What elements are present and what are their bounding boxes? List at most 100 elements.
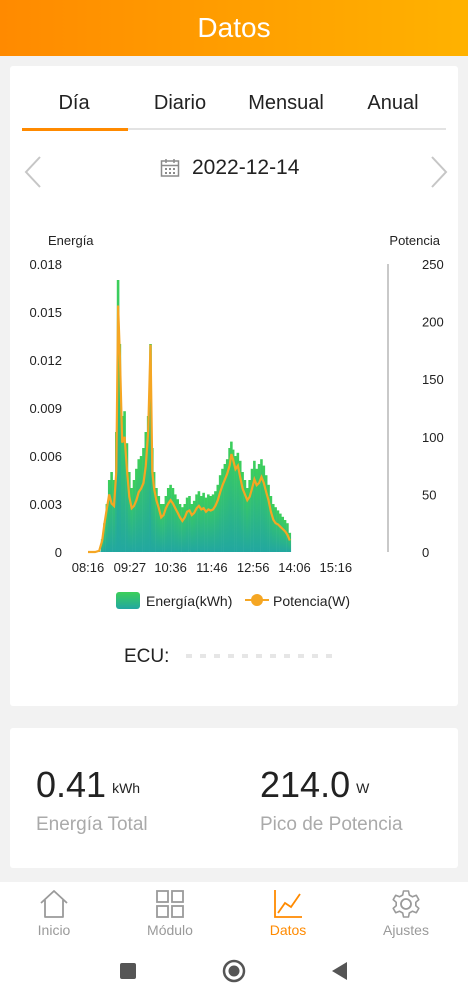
energy-bar [125,443,129,552]
nav-datos[interactable]: Datos [238,888,338,938]
energy-bar [276,510,280,552]
x-axis-tick-label: 10:36 [154,560,187,575]
legend-power-label: Potencia(W) [273,593,350,609]
nav-ajustes[interactable]: Ajustes [356,888,456,938]
tab-dia[interactable]: Día [58,92,90,114]
nav-inicio-label: Inicio [37,922,71,938]
tab-mensual[interactable]: Mensual [248,92,324,114]
energy-bar [130,488,133,552]
energy-bar [169,484,172,552]
energy-bar [152,472,156,552]
peak-power-unit: W [356,780,370,796]
energy-bar [228,448,231,552]
nav-modulo[interactable]: Módulo [120,888,220,938]
total-energy-label: Energía Total [36,814,148,835]
next-date-button[interactable] [424,154,452,190]
peak-power-value: 214.0 W [260,764,369,806]
nav-inicio[interactable]: Inicio [4,888,104,938]
square-icon [120,963,136,979]
energy-bar [185,497,189,552]
energy-bar [151,448,154,552]
total-energy-unit: kWh [112,780,141,796]
tabs-divider [22,128,446,130]
energy-bar [137,459,141,552]
nav-datos-label: Datos [269,922,307,938]
ecu-label: ECU: [124,646,170,667]
back-button[interactable] [330,961,348,986]
energy-bar [241,472,244,552]
date-navigator: 2022-12-14 [10,150,458,190]
back-triangle-icon [332,962,347,980]
energy-bar [250,468,254,552]
x-axis-tick-label: 14:06 [278,560,311,575]
energy-bar [105,504,109,552]
energy-bar [248,480,251,552]
legend-power-marker [251,594,263,606]
left-axis-tick-label: 0.009 [29,401,62,416]
period-tabs: Día Diario Mensual Anual [10,84,458,134]
x-axis-tick-label: 08:16 [72,560,105,575]
energy-bar [127,472,131,552]
left-axis-tick-label: 0.015 [29,305,62,320]
date-picker[interactable]: 2022-12-14 [160,156,299,180]
energy-bar [164,496,168,552]
energy-bar [202,492,205,552]
total-energy-number: 0.41 [36,764,107,805]
recents-button[interactable] [119,962,137,985]
energy-bar [207,494,210,552]
prev-date-button[interactable] [20,154,48,190]
peak-power-number: 214.0 [260,764,351,805]
energy-bar [216,484,220,552]
left-axis-tick-label: 0.003 [29,497,62,512]
right-axis-tick-label: 250 [422,257,444,272]
selected-date: 2022-12-14 [192,156,300,179]
tab-diario[interactable]: Diario [153,92,207,114]
right-axis-tick-label: 150 [422,372,444,387]
energy-bar [188,496,191,552]
energy-bar [274,507,277,552]
tab-anual[interactable]: Anual [367,92,419,114]
energy-bar [288,532,292,552]
energy-bar [267,484,270,552]
left-axis-tick-label: 0.018 [29,257,62,272]
nav-ajustes-label: Ajustes [383,922,429,938]
legend-energy-swatch [116,592,140,609]
energy-bar [199,496,203,552]
energy-bar [234,456,237,552]
energy-bar [174,494,177,552]
chevron-left-icon [24,156,41,188]
gear-icon [392,890,420,918]
energy-bar [110,472,113,552]
energy-bar [142,448,145,552]
energy-bar [176,499,179,552]
energy-bar [221,468,224,552]
energy-bar [159,504,163,552]
energy-bar [192,500,196,552]
energy-bar [225,459,229,552]
home-system-button[interactable] [222,959,246,988]
energy-bar [107,480,111,552]
chart-legend: Energía(kWh) Potencia(W) [116,592,350,609]
energy-bar [243,480,247,552]
power-series-line [88,305,291,554]
right-axis-tick-label: 100 [422,430,444,445]
energy-bar [120,416,124,552]
home-icon [40,890,68,918]
x-axis-tick-label: 12:56 [237,560,270,575]
energy-bar [230,441,233,552]
energy-bar [257,464,261,552]
right-axis-tick-label: 0 [422,545,429,560]
left-axis-tick-label: 0.006 [29,449,62,464]
energy-bar [211,494,215,552]
total-energy-value: 0.41 kWh [36,764,140,806]
energy-bar [139,456,143,552]
energy-bar [178,504,182,552]
chart-card: Día Diario Mensual Anual 2022-12-14 [10,66,458,706]
energy-bar [279,513,282,552]
energy-bar [260,459,263,552]
left-axis-tick-label: 0.012 [29,353,62,368]
energy-power-chart[interactable]: Energía Potencia 0 0.003 0.006 0.009 0.012 0.… [10,226,458,626]
x-axis-tick-label: 09:27 [114,560,147,575]
energy-bar [155,488,158,552]
system-navigation-bar [0,954,468,1000]
